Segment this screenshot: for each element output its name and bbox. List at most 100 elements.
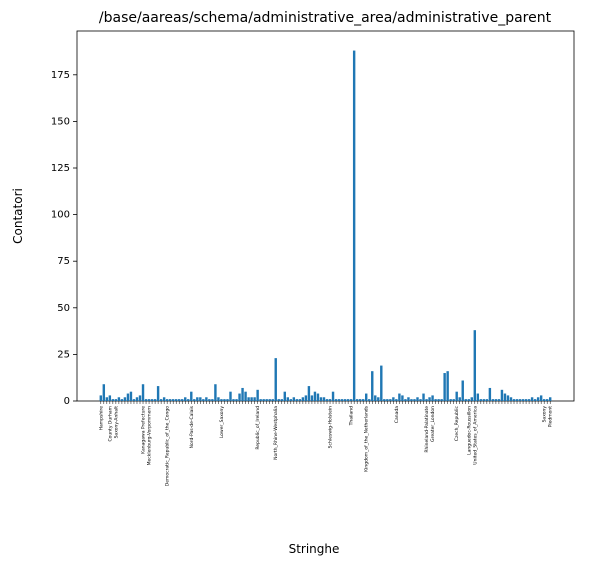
bar [512,399,516,401]
bar [105,397,109,401]
bar [165,399,169,401]
bar [443,373,446,401]
x-tick-label: Kanagawa Prefecture [141,406,147,454]
y-tick-label: 125 [51,163,70,174]
bar [111,399,115,401]
bar [422,393,425,401]
y-tick-label: 25 [57,349,70,360]
bar [283,391,286,401]
bar [132,399,136,401]
y-tick-label: 50 [57,303,70,314]
bar [476,393,480,401]
bar [238,393,241,401]
bar [343,399,347,401]
bar [500,389,504,401]
y-axis-label: Contatori [11,188,25,244]
bar [446,371,449,401]
bar [232,399,235,401]
bar [99,395,103,401]
bar [265,399,268,401]
bar [497,399,501,401]
x-tick-label: United_States_of_America [472,406,478,465]
bar [361,399,365,401]
bar [328,399,332,401]
bar [138,395,142,401]
bar [473,330,477,401]
x-tick-label: North_Rhine-Westphalia [273,406,279,460]
bar [527,399,531,401]
bar [223,399,226,401]
bar [241,387,244,401]
bar [464,399,467,401]
bar [380,365,383,401]
bar [168,399,172,401]
bar [214,384,217,401]
plot-frame [76,30,575,402]
y-tick-label: 150 [51,116,70,127]
bar [455,391,458,401]
x-tick-label: County Durham [107,406,113,442]
bar [178,399,181,401]
bar [365,393,368,401]
bar [114,399,118,401]
bar [434,399,437,401]
bar [355,399,359,401]
chart-title: /base/aareas/schema/administrative_area/… [99,10,552,26]
bar [274,358,277,401]
bar [235,399,238,401]
bar [220,399,223,401]
bar [331,391,335,401]
bar [262,399,265,401]
bar [184,397,187,401]
bar [398,393,401,401]
bar [174,399,178,401]
bar [202,399,205,401]
bar [108,395,112,401]
bar [470,397,473,401]
bar [147,399,151,401]
bar [491,399,495,401]
bar [386,399,389,401]
x-tick-label: Saxony [542,406,548,423]
bar [494,399,498,401]
bar [159,399,163,401]
bar [425,399,428,401]
bar [509,397,513,401]
bar [383,399,386,401]
bar [410,399,413,401]
bar [120,399,124,401]
bar [377,397,380,401]
bar [208,399,211,401]
bar [229,391,232,401]
bar [126,393,130,401]
bar [280,399,283,401]
bar [129,391,133,401]
bar [521,399,525,401]
x-axis-label: Stringhe [289,542,340,556]
x-tick-label: Lower_Saxony [219,406,225,438]
bar [334,399,338,401]
bar [506,395,510,401]
x-tick-label: Nord-Pas-de-Calais [189,405,195,448]
bar [310,395,314,401]
x-tick-label: Greater_London [430,406,436,442]
bar [428,397,431,401]
x-tick-label: Democratic_Republic_of_the_Congo [165,406,171,486]
bar [256,389,259,401]
bar [271,399,274,401]
bar [352,50,356,402]
x-tick-label: Thailand [349,406,355,426]
bar [295,399,299,401]
bar [289,399,293,401]
bar [437,399,440,401]
bar [259,399,262,401]
bar [548,397,552,401]
bar [395,399,398,401]
bar [325,399,329,401]
bar [461,380,464,401]
bar [123,397,127,401]
bar [440,399,443,401]
bar [190,391,193,401]
bar [253,397,256,401]
